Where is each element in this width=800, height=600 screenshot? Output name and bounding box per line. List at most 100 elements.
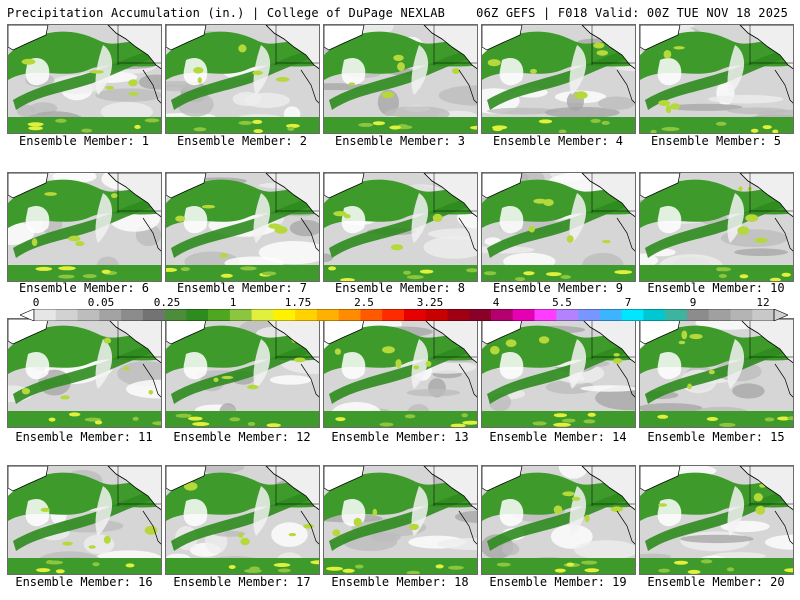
precipitation-map [166, 319, 319, 427]
colorbar-tick-label: 9 [689, 296, 697, 309]
precipitation-map [324, 173, 477, 281]
colorbar-bin [251, 309, 274, 321]
ensemble-member-panel [323, 318, 478, 428]
colorbar-bin [360, 309, 383, 321]
ensemble-member-label: Ensemble Member: 18 [331, 575, 469, 589]
colorbar-tick-label: 0.05 [87, 296, 115, 309]
colorbar-bin [121, 309, 144, 321]
precipitation-map [8, 173, 161, 281]
colorbar-over-arrow [773, 309, 788, 321]
precipitation-map [324, 466, 477, 574]
precipitation-map [166, 173, 319, 281]
colorbar-tick-label: 0.25 [153, 296, 181, 309]
precipitation-colorbar [20, 309, 788, 321]
colorbar-bin [469, 309, 492, 321]
precipitation-map [324, 319, 477, 427]
ensemble-member-panel [323, 172, 478, 282]
ensemble-member-panel [639, 465, 794, 575]
colorbar-bin [425, 309, 448, 321]
colorbar-bin [599, 309, 622, 321]
colorbar-bin [491, 309, 514, 321]
ensemble-member-label: Ensemble Member: 14 [489, 430, 627, 444]
ensemble-member-panel [481, 24, 636, 134]
precipitation-map [482, 466, 635, 574]
valid-time-label: 06Z GEFS | F018 Valid: 00Z TUE NOV 18 20… [476, 6, 788, 20]
colorbar-bin [142, 309, 165, 321]
colorbar-bin [229, 309, 252, 321]
colorbar-tick-label: 4 [492, 296, 500, 309]
ensemble-member-label: Ensemble Member: 13 [331, 430, 469, 444]
colorbar-bin [534, 309, 557, 321]
colorbar-bin [99, 309, 122, 321]
colorbar-bin [404, 309, 427, 321]
ensemble-member-label: Ensemble Member: 9 [492, 281, 624, 295]
colorbar-bin [77, 309, 100, 321]
ensemble-member-panel [7, 172, 162, 282]
ensemble-member-label: Ensemble Member: 7 [176, 281, 308, 295]
precipitation-map [640, 319, 793, 427]
precipitation-map [166, 466, 319, 574]
precipitation-map [640, 173, 793, 281]
ensemble-member-label: Ensemble Member: 19 [489, 575, 627, 589]
colorbar-bin [621, 309, 644, 321]
ensemble-member-panel [7, 24, 162, 134]
ensemble-member-label: Ensemble Member: 3 [334, 134, 466, 148]
precipitation-map [640, 466, 793, 574]
ensemble-member-panel [481, 172, 636, 282]
ensemble-member-panel [639, 24, 794, 134]
ensemble-member-panel [323, 465, 478, 575]
colorbar-bin [338, 309, 361, 321]
colorbar-bin [382, 309, 405, 321]
colorbar-bin [578, 309, 601, 321]
ensemble-member-label: Ensemble Member: 15 [647, 430, 785, 444]
colorbar-bin [708, 309, 731, 321]
ensemble-member-label: Ensemble Member: 6 [18, 281, 150, 295]
colorbar-bin [447, 309, 470, 321]
colorbar-bin [665, 309, 688, 321]
precipitation-map [166, 25, 319, 133]
colorbar-tick-label: 5.5 [552, 296, 572, 309]
colorbar-bin [164, 309, 187, 321]
ensemble-member-panel [165, 465, 320, 575]
ensemble-member-label: Ensemble Member: 2 [176, 134, 308, 148]
ensemble-member-panel [165, 172, 320, 282]
precipitation-map [8, 25, 161, 133]
colorbar-bin [295, 309, 318, 321]
precipitation-map [324, 25, 477, 133]
colorbar-tick-label: 7 [624, 296, 632, 309]
colorbar-bin [208, 309, 231, 321]
colorbar-bin [730, 309, 753, 321]
ensemble-member-label: Ensemble Member: 1 [18, 134, 150, 148]
colorbar-tick-label: 12 [756, 296, 770, 309]
ensemble-member-label: Ensemble Member: 11 [15, 430, 153, 444]
ensemble-member-panel [7, 318, 162, 428]
colorbar-bin [55, 309, 78, 321]
ensemble-member-panel [165, 24, 320, 134]
ensemble-member-panel [481, 465, 636, 575]
ensemble-member-panel [165, 318, 320, 428]
ensemble-member-label: Ensemble Member: 12 [173, 430, 311, 444]
ensemble-member-label: Ensemble Member: 5 [650, 134, 782, 148]
ensemble-member-panel [639, 318, 794, 428]
colorbar-bin [512, 309, 535, 321]
colorbar-tick-label: 3.25 [416, 296, 444, 309]
colorbar-tick-label: 1 [229, 296, 237, 309]
colorbar-bin [752, 309, 775, 321]
precipitation-map [482, 319, 635, 427]
ensemble-member-label: Ensemble Member: 20 [647, 575, 785, 589]
ensemble-member-panel [639, 172, 794, 282]
precipitation-map [482, 25, 635, 133]
colorbar-tick-label: 0 [32, 296, 40, 309]
colorbar-bin [186, 309, 209, 321]
map-title: Precipitation Accumulation (in.) | Colle… [7, 6, 446, 20]
ensemble-member-label: Ensemble Member: 10 [647, 281, 785, 295]
colorbar-bin [556, 309, 579, 321]
precipitation-map [8, 466, 161, 574]
ensemble-member-panel [481, 318, 636, 428]
ensemble-member-panel [7, 465, 162, 575]
precipitation-map [8, 319, 161, 427]
precipitation-map [640, 25, 793, 133]
ensemble-member-label: Ensemble Member: 16 [15, 575, 153, 589]
ensemble-member-panel [323, 24, 478, 134]
colorbar-bin [34, 309, 57, 321]
